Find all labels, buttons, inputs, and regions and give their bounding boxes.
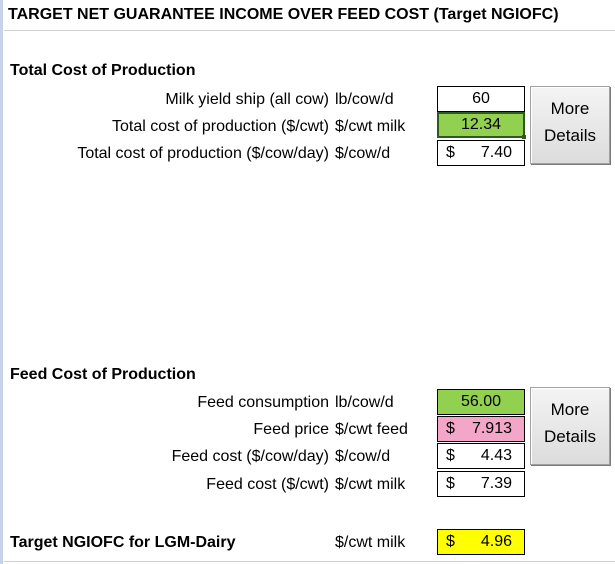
total-cost-heading: Total Cost of Production bbox=[10, 62, 196, 79]
feed-cost-more-details-button[interactable]: More Details bbox=[530, 387, 610, 465]
feed-cost-cwt-value: 7.39 bbox=[480, 475, 512, 492]
feed-price-unit: $/cwt feed bbox=[335, 421, 408, 438]
feed-consumption-cell[interactable]: 56.00 bbox=[437, 389, 525, 415]
total-cost-cwt-value: 12.34 bbox=[460, 116, 502, 133]
milk-yield-value: 60 bbox=[472, 90, 490, 107]
feed-cost-day-currency: $ bbox=[446, 447, 455, 464]
target-ngiofc-cell[interactable]: $ 4.96 bbox=[437, 529, 525, 555]
feed-cost-cwt-cell[interactable]: $ 7.39 bbox=[437, 471, 525, 497]
feed-consumption-label: Feed consumption bbox=[197, 394, 329, 411]
fill-handle[interactable] bbox=[522, 135, 526, 139]
total-cost-cwt-label: Total cost of production ($/cwt) bbox=[112, 118, 329, 135]
feed-consumption-value: 56.00 bbox=[460, 393, 502, 410]
button-label-line2: Details bbox=[544, 427, 596, 446]
feed-cost-cwt-label: Feed cost ($/cwt) bbox=[206, 476, 329, 493]
button-label-line1: More bbox=[550, 99, 590, 118]
feed-consumption-unit: lb/cow/d bbox=[335, 394, 394, 411]
total-cost-day-value: 7.40 bbox=[480, 144, 512, 161]
target-ngiofc-unit: $/cwt milk bbox=[335, 534, 406, 551]
feed-cost-cwt-unit: $/cwt milk bbox=[335, 476, 406, 493]
feed-price-value: 7.913 bbox=[471, 420, 512, 437]
button-label-line2: Details bbox=[544, 126, 596, 145]
total-cost-day-unit: $/cow/d bbox=[335, 145, 391, 162]
feed-price-cell[interactable]: $ 7.913 bbox=[437, 416, 525, 442]
sheet-edge bbox=[0, 0, 3, 564]
total-cost-day-label: Total cost of production ($/cow/day) bbox=[77, 145, 329, 162]
feed-price-currency: $ bbox=[446, 420, 455, 437]
page-title: TARGET NET GUARANTEE INCOME OVER FEED CO… bbox=[8, 6, 559, 23]
feed-cost-cwt-currency: $ bbox=[446, 475, 455, 492]
title-divider bbox=[4, 30, 615, 31]
feed-cost-day-label: Feed cost ($/cow/day) bbox=[171, 448, 329, 465]
target-ngiofc-value: 4.96 bbox=[480, 533, 512, 550]
total-cost-more-details-button[interactable]: More Details bbox=[530, 86, 610, 164]
target-ngiofc-currency: $ bbox=[446, 533, 455, 550]
bottom-divider bbox=[4, 561, 615, 562]
total-cost-cwt-cell[interactable]: 12.34 bbox=[437, 112, 526, 139]
feed-cost-heading: Feed Cost of Production bbox=[10, 366, 196, 383]
feed-cost-day-value: 4.43 bbox=[480, 447, 512, 464]
total-cost-cwt-unit: $/cwt milk bbox=[335, 118, 406, 135]
total-cost-day-currency: $ bbox=[446, 144, 455, 161]
feed-cost-day-unit: $/cow/d bbox=[335, 448, 391, 465]
feed-price-label: Feed price bbox=[253, 421, 329, 438]
total-cost-day-cell[interactable]: $ 7.40 bbox=[437, 140, 525, 166]
milk-yield-label: Milk yield ship (all cow) bbox=[165, 91, 329, 108]
target-ngiofc-label: Target NGIOFC for LGM-Dairy bbox=[10, 534, 236, 551]
milk-yield-cell[interactable]: 60 bbox=[437, 86, 525, 112]
button-label-line1: More bbox=[550, 400, 590, 419]
feed-cost-day-cell[interactable]: $ 4.43 bbox=[437, 443, 525, 469]
milk-yield-unit: lb/cow/d bbox=[335, 91, 394, 108]
